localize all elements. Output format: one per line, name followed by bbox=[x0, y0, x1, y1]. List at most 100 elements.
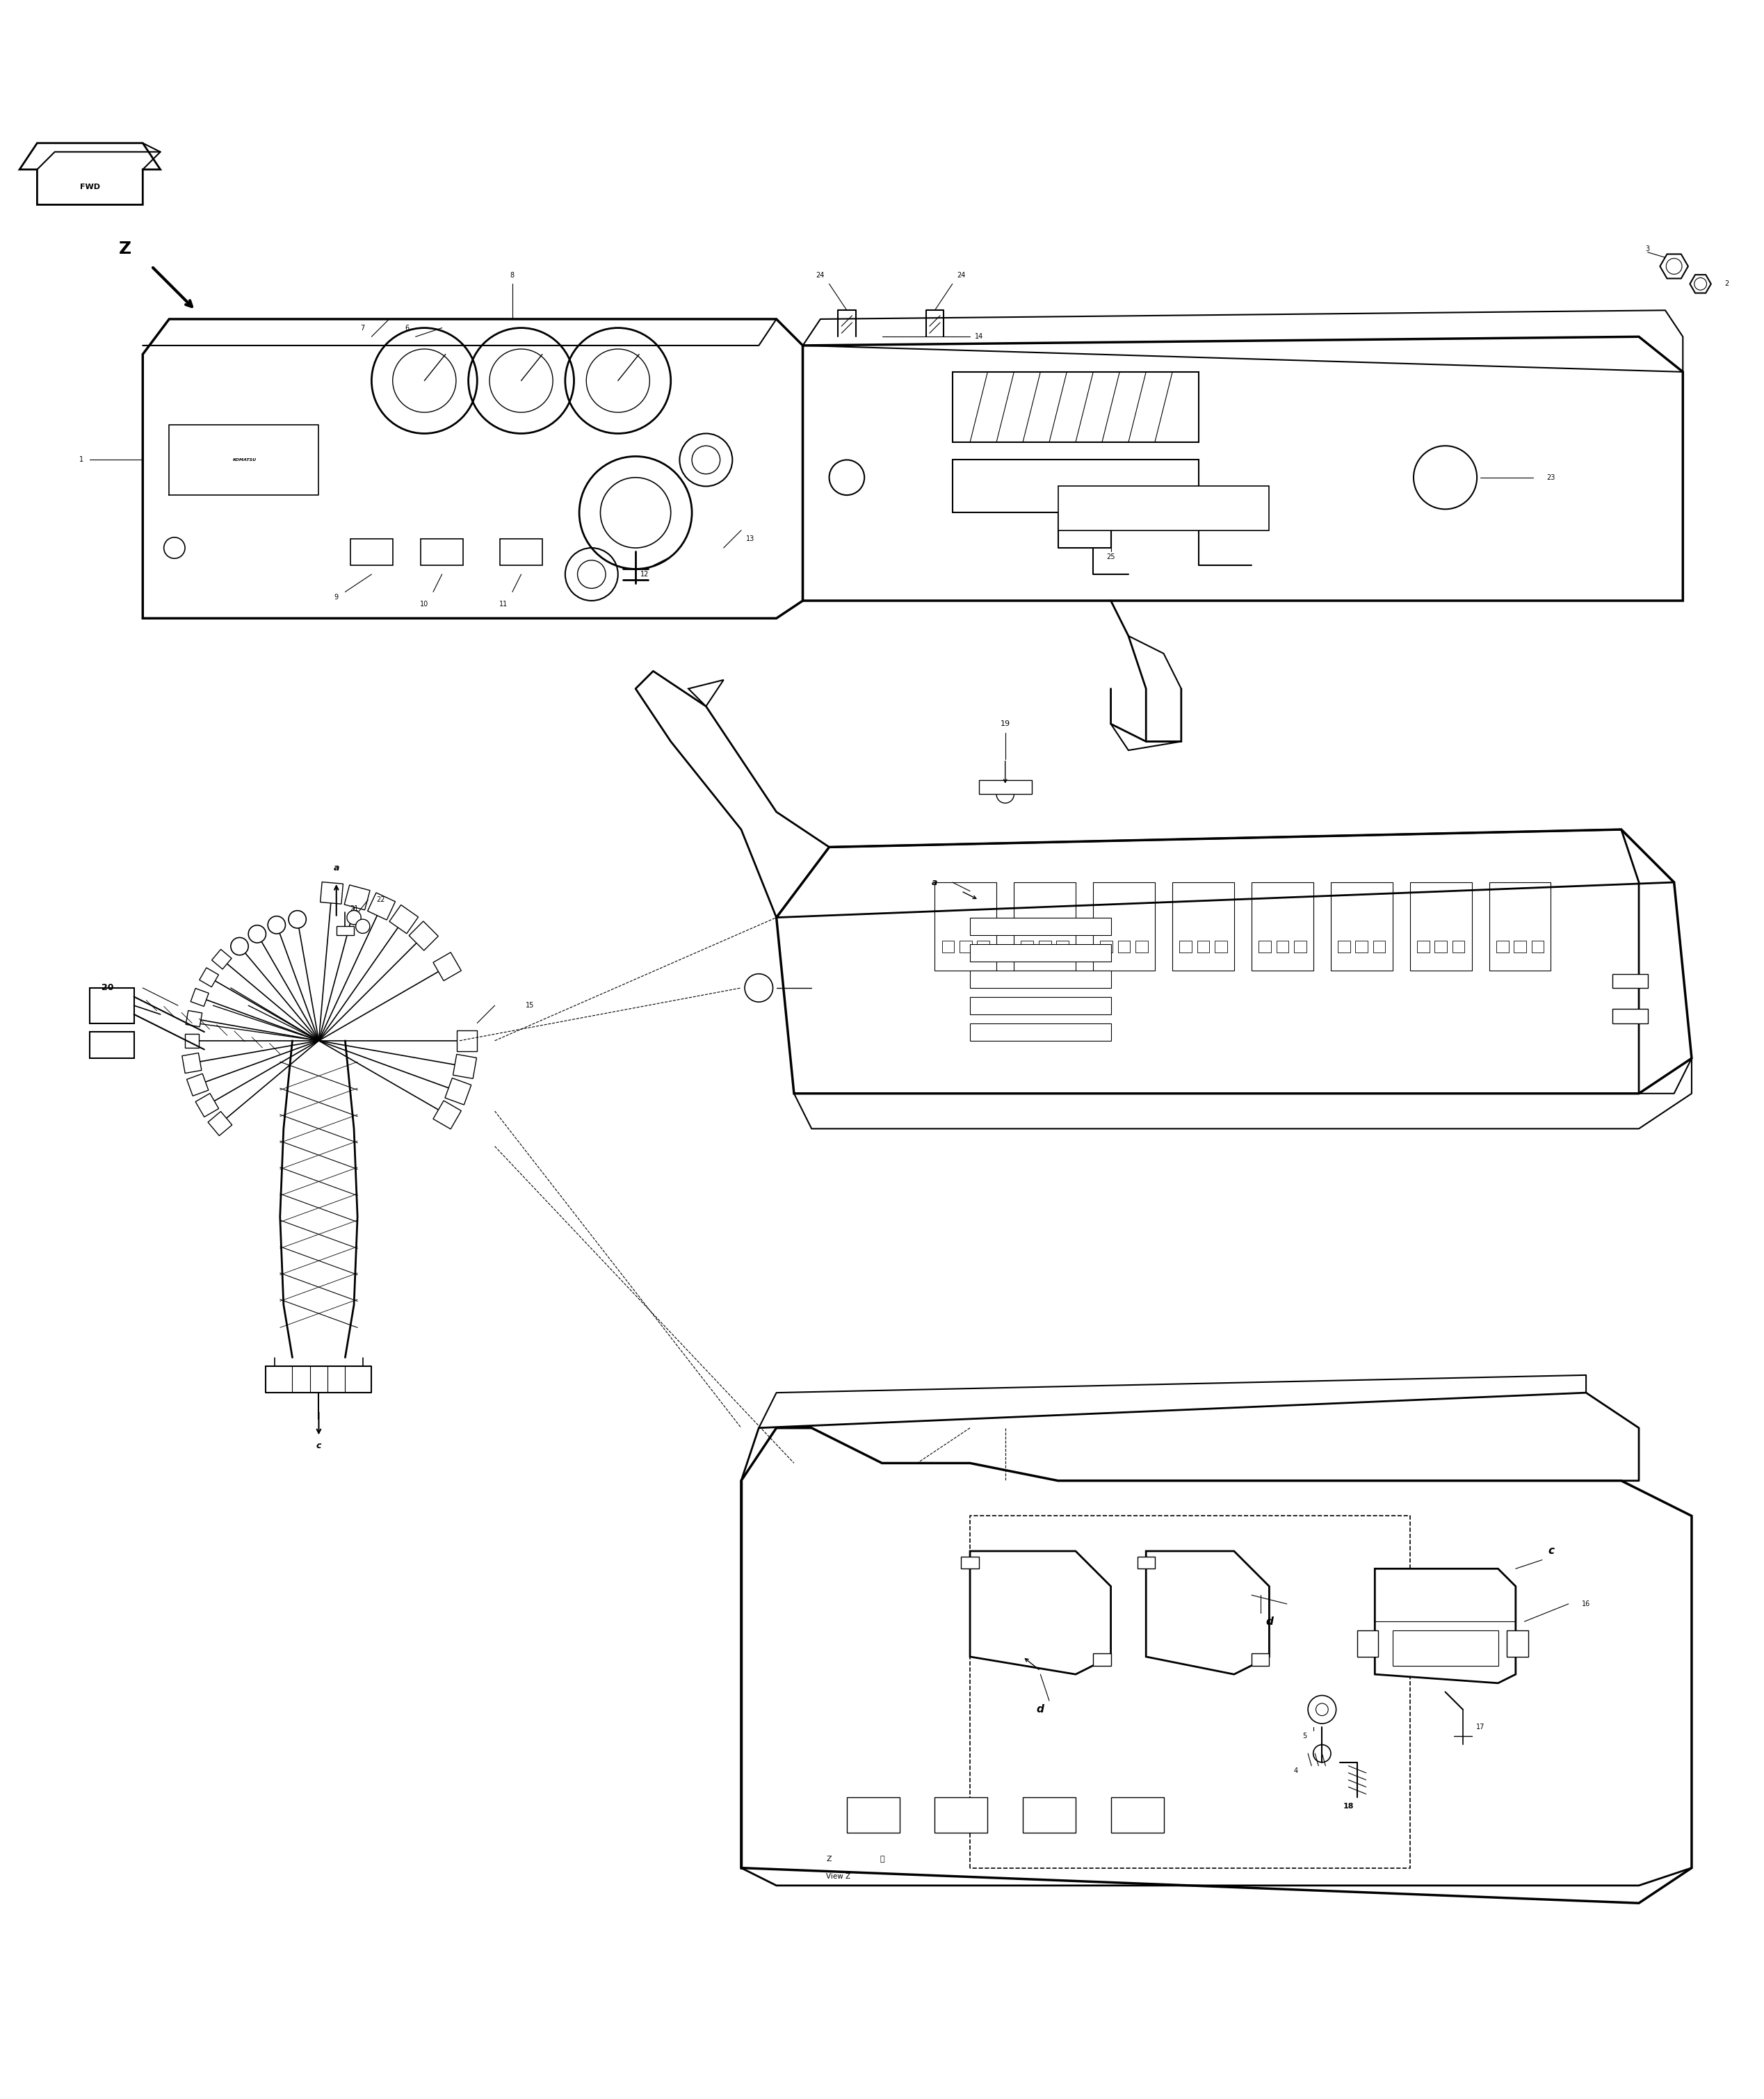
Polygon shape bbox=[191, 989, 208, 1005]
Text: 21: 21 bbox=[349, 905, 358, 913]
Bar bbox=[1111, 1797, 1164, 1832]
Text: 25: 25 bbox=[1106, 554, 1115, 560]
Text: 17: 17 bbox=[1476, 1723, 1485, 1730]
Bar bbox=[337, 926, 355, 934]
Text: 22: 22 bbox=[376, 896, 385, 903]
Polygon shape bbox=[457, 1031, 478, 1052]
Polygon shape bbox=[212, 949, 231, 970]
Polygon shape bbox=[434, 953, 460, 980]
Circle shape bbox=[231, 938, 249, 955]
Polygon shape bbox=[321, 882, 342, 905]
Text: 19: 19 bbox=[1000, 720, 1011, 728]
Text: 4: 4 bbox=[1293, 1767, 1298, 1774]
Circle shape bbox=[249, 926, 266, 942]
Bar bbox=[1612, 1010, 1648, 1022]
Bar bbox=[1514, 940, 1526, 953]
Polygon shape bbox=[434, 1100, 460, 1129]
Bar bbox=[1452, 940, 1464, 953]
Text: KOMATSU: KOMATSU bbox=[233, 458, 258, 462]
Circle shape bbox=[997, 785, 1014, 804]
Bar bbox=[953, 460, 1200, 512]
Bar bbox=[1039, 940, 1051, 953]
Text: a: a bbox=[333, 863, 339, 873]
Circle shape bbox=[1307, 1696, 1335, 1723]
Polygon shape bbox=[688, 680, 723, 705]
Bar bbox=[970, 997, 1111, 1014]
Bar bbox=[499, 539, 542, 565]
Text: 3: 3 bbox=[1646, 246, 1649, 252]
Polygon shape bbox=[182, 1054, 201, 1073]
Bar bbox=[1416, 940, 1429, 953]
Text: a: a bbox=[931, 877, 938, 886]
Bar bbox=[1372, 940, 1385, 953]
Bar bbox=[90, 989, 134, 1022]
Bar bbox=[1357, 1631, 1378, 1656]
Bar bbox=[977, 940, 990, 953]
Bar bbox=[1021, 940, 1034, 953]
Bar bbox=[1293, 940, 1305, 953]
Text: 13: 13 bbox=[746, 535, 755, 542]
Bar bbox=[1496, 940, 1508, 953]
Bar bbox=[953, 372, 1200, 443]
Polygon shape bbox=[19, 143, 161, 206]
Bar bbox=[1180, 940, 1192, 953]
Bar bbox=[970, 945, 1111, 961]
Text: 10: 10 bbox=[420, 600, 429, 609]
Text: 15: 15 bbox=[526, 1001, 534, 1010]
Bar bbox=[1259, 940, 1272, 953]
Bar bbox=[1094, 882, 1155, 970]
Circle shape bbox=[164, 537, 185, 558]
Text: 視: 視 bbox=[880, 1856, 884, 1862]
Circle shape bbox=[348, 911, 362, 924]
Bar bbox=[1330, 882, 1392, 970]
Text: 12: 12 bbox=[640, 571, 649, 577]
Bar bbox=[1094, 1654, 1111, 1665]
Circle shape bbox=[356, 919, 370, 934]
Text: c: c bbox=[1547, 1545, 1554, 1555]
Text: 14: 14 bbox=[974, 334, 983, 340]
Text: 20: 20 bbox=[102, 982, 113, 993]
Polygon shape bbox=[143, 319, 803, 619]
Polygon shape bbox=[344, 886, 370, 911]
Polygon shape bbox=[187, 1075, 208, 1096]
Bar bbox=[979, 781, 1032, 793]
Bar bbox=[1392, 1631, 1498, 1665]
Polygon shape bbox=[1660, 254, 1688, 279]
Bar bbox=[1612, 974, 1648, 989]
Bar bbox=[961, 1555, 979, 1568]
Text: 1: 1 bbox=[79, 455, 83, 464]
Text: c: c bbox=[316, 1442, 321, 1450]
Text: Z: Z bbox=[118, 241, 132, 256]
Polygon shape bbox=[185, 1010, 203, 1026]
Polygon shape bbox=[185, 1033, 199, 1047]
Bar bbox=[1138, 1555, 1155, 1568]
Polygon shape bbox=[1690, 275, 1711, 294]
Text: 6: 6 bbox=[404, 325, 409, 332]
Bar bbox=[1173, 882, 1235, 970]
Bar bbox=[422, 539, 464, 565]
Text: 24: 24 bbox=[956, 271, 965, 279]
Bar bbox=[970, 970, 1111, 989]
Polygon shape bbox=[453, 1054, 476, 1079]
Bar bbox=[1355, 940, 1367, 953]
Text: Z: Z bbox=[827, 1856, 833, 1862]
Bar bbox=[935, 882, 997, 970]
Text: d: d bbox=[1265, 1616, 1274, 1627]
Bar bbox=[1014, 882, 1076, 970]
Polygon shape bbox=[741, 1427, 1692, 1904]
Bar bbox=[351, 539, 393, 565]
Bar bbox=[1023, 1797, 1076, 1832]
Text: 8: 8 bbox=[510, 271, 515, 279]
Text: 2: 2 bbox=[1725, 281, 1729, 288]
Bar bbox=[960, 940, 972, 953]
Bar bbox=[1277, 940, 1288, 953]
Polygon shape bbox=[1374, 1568, 1515, 1683]
Polygon shape bbox=[367, 892, 395, 919]
Polygon shape bbox=[208, 1112, 233, 1136]
Text: 9: 9 bbox=[333, 594, 339, 600]
Bar bbox=[1252, 882, 1312, 970]
Bar bbox=[1409, 882, 1471, 970]
Bar bbox=[1198, 940, 1210, 953]
Bar bbox=[1101, 940, 1113, 953]
Polygon shape bbox=[390, 905, 418, 934]
